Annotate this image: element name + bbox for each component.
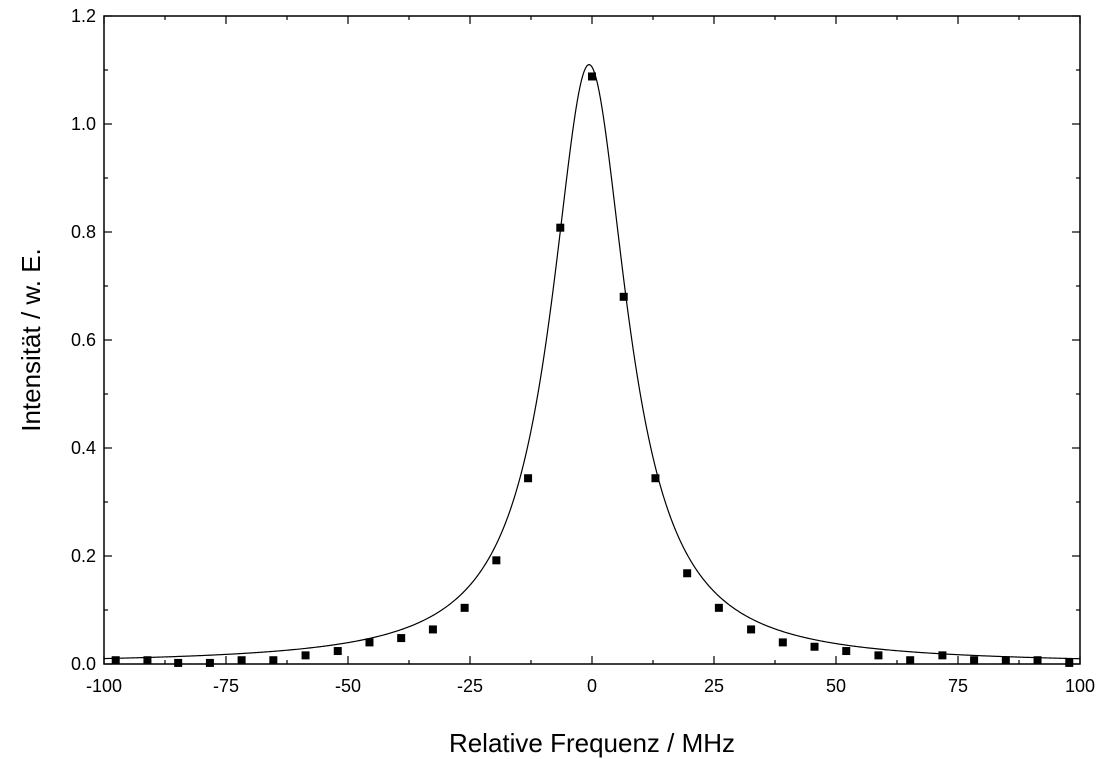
data-point xyxy=(1001,656,1010,665)
x-axis-title: Relative Frequenz / MHz xyxy=(449,728,735,758)
fit-curve xyxy=(103,64,1081,660)
data-point xyxy=(397,634,406,643)
x-tick-label: -25 xyxy=(457,676,483,696)
x-tick-label: -75 xyxy=(213,676,239,696)
x-tick-label: 75 xyxy=(948,676,968,696)
x-tick-label: 0 xyxy=(587,676,597,696)
y-tick-label: 0.8 xyxy=(71,222,96,242)
data-point xyxy=(842,647,851,656)
y-tick-label: 0.4 xyxy=(71,438,96,458)
data-point xyxy=(1033,656,1042,665)
data-point xyxy=(938,651,947,660)
data-point xyxy=(460,603,469,612)
data-point xyxy=(333,647,342,656)
y-axis-title: Intensität / w. E. xyxy=(16,248,46,432)
y-tick-label: 0.2 xyxy=(71,546,96,566)
y-tick-label: 1.0 xyxy=(71,114,96,134)
data-point xyxy=(874,651,883,660)
x-tick-label: 50 xyxy=(826,676,846,696)
points-layer xyxy=(111,72,1074,667)
fit-layer xyxy=(103,64,1081,660)
data-point xyxy=(651,474,660,483)
x-tick-label: -50 xyxy=(335,676,361,696)
data-point xyxy=(747,625,756,634)
x-tick-label: 25 xyxy=(704,676,724,696)
data-point xyxy=(619,292,628,301)
data-point xyxy=(524,474,533,483)
data-point xyxy=(970,656,979,665)
data-point xyxy=(237,656,246,665)
data-point xyxy=(174,658,183,667)
data-point xyxy=(683,569,692,578)
data-point xyxy=(714,603,723,612)
data-point xyxy=(556,223,565,232)
data-point xyxy=(269,656,278,665)
data-point xyxy=(428,625,437,634)
data-point xyxy=(205,658,214,667)
data-point xyxy=(301,651,310,660)
tick-labels-layer: -100 -75 -50 -25 0 25 50 75 100 0.0 0.2 0.4 0.6 0.8 1.… xyxy=(71,6,1095,696)
data-point xyxy=(143,656,152,665)
data-point xyxy=(778,638,787,647)
x-tick-label: 100 xyxy=(1065,676,1095,696)
y-tick-label: 0.6 xyxy=(71,330,96,350)
data-point xyxy=(111,656,120,665)
y-tick-label: 0.0 xyxy=(71,654,96,674)
data-point xyxy=(810,642,819,651)
plot-frame xyxy=(103,15,1081,665)
y-tick-label: 1.2 xyxy=(71,6,96,26)
data-point xyxy=(588,72,596,81)
data-point xyxy=(906,656,915,665)
data-point xyxy=(365,638,374,647)
data-point xyxy=(492,556,501,565)
x-tick-label: -100 xyxy=(86,676,122,696)
data-point xyxy=(1065,658,1074,667)
